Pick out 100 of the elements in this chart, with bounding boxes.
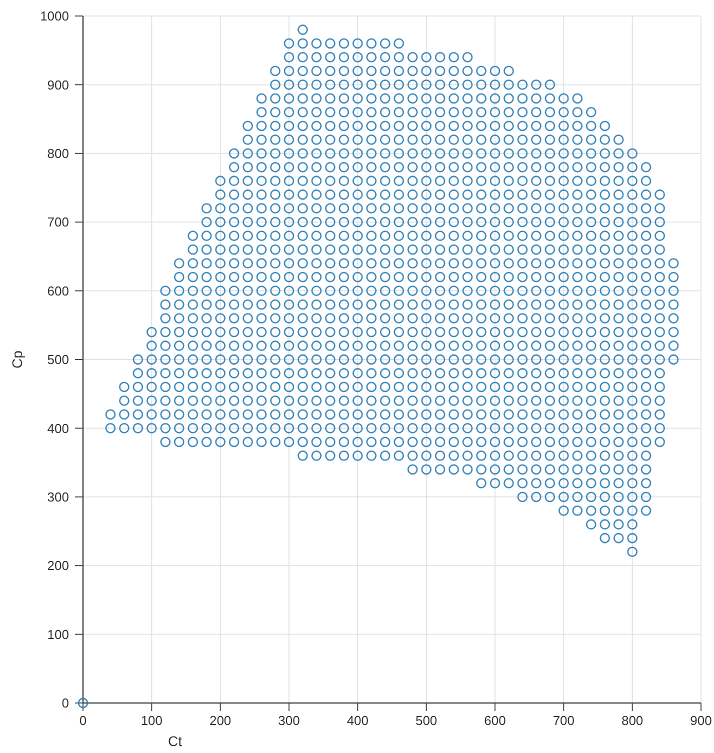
point [380,340,390,351]
point [270,272,280,282]
point [325,286,336,296]
point [434,409,446,420]
point [434,299,446,310]
point [572,505,583,516]
point [352,80,363,90]
point [201,423,212,434]
point [242,396,253,406]
point [572,176,583,186]
point [352,120,363,132]
point [640,382,652,392]
point [407,148,418,159]
point [504,340,514,351]
point [613,176,624,186]
point [504,93,514,104]
point [338,93,350,104]
point [476,450,486,461]
point [504,450,514,461]
point [531,368,542,378]
point [407,189,418,200]
point [325,120,336,132]
point [215,299,226,310]
point [640,258,652,269]
point [174,409,184,420]
point [284,409,294,420]
point [338,354,350,365]
point [600,354,610,365]
point [215,258,226,269]
point [572,368,583,378]
point [504,230,514,242]
point [600,176,610,186]
point [394,450,404,461]
point [311,368,322,378]
point [311,258,322,269]
point [517,313,528,324]
point [531,162,542,172]
point [228,258,240,269]
point [476,93,486,104]
point [407,450,418,461]
point [558,148,569,159]
point [490,326,500,338]
point [380,216,390,228]
point [325,189,336,200]
point [654,203,665,214]
point [228,436,240,448]
point [490,148,500,159]
point [366,423,377,434]
point [640,354,652,365]
point [338,258,350,269]
point [352,162,363,172]
point [421,134,432,145]
point [572,354,583,365]
point [270,162,280,172]
point [544,299,556,310]
point [311,230,322,242]
point [325,134,336,145]
point [380,203,390,214]
point [613,313,624,324]
point [338,148,350,159]
point [366,230,377,242]
point [215,216,226,228]
point [462,244,473,255]
point [366,382,377,392]
point [270,286,280,296]
point [504,203,514,214]
point [490,258,500,269]
point [640,230,652,242]
point [531,120,542,132]
point [188,286,198,296]
point [613,382,624,392]
point [228,272,240,282]
point [613,216,624,228]
point [490,162,500,172]
point [572,189,583,200]
point [407,368,418,378]
point [640,244,652,255]
point [242,176,253,186]
point [311,436,322,448]
point [270,216,280,228]
point [174,396,184,406]
point [407,464,418,475]
point [201,258,212,269]
point [586,162,596,172]
point [407,436,418,448]
point [421,396,432,406]
point [338,436,350,448]
point [394,162,404,172]
point [366,340,377,351]
point [256,396,267,406]
point [558,120,569,132]
point [188,340,198,351]
point [600,519,610,530]
point [201,340,212,351]
point [242,120,253,132]
point [586,106,596,118]
point [380,120,390,132]
point [325,326,336,338]
point [394,396,404,406]
point [352,134,363,145]
